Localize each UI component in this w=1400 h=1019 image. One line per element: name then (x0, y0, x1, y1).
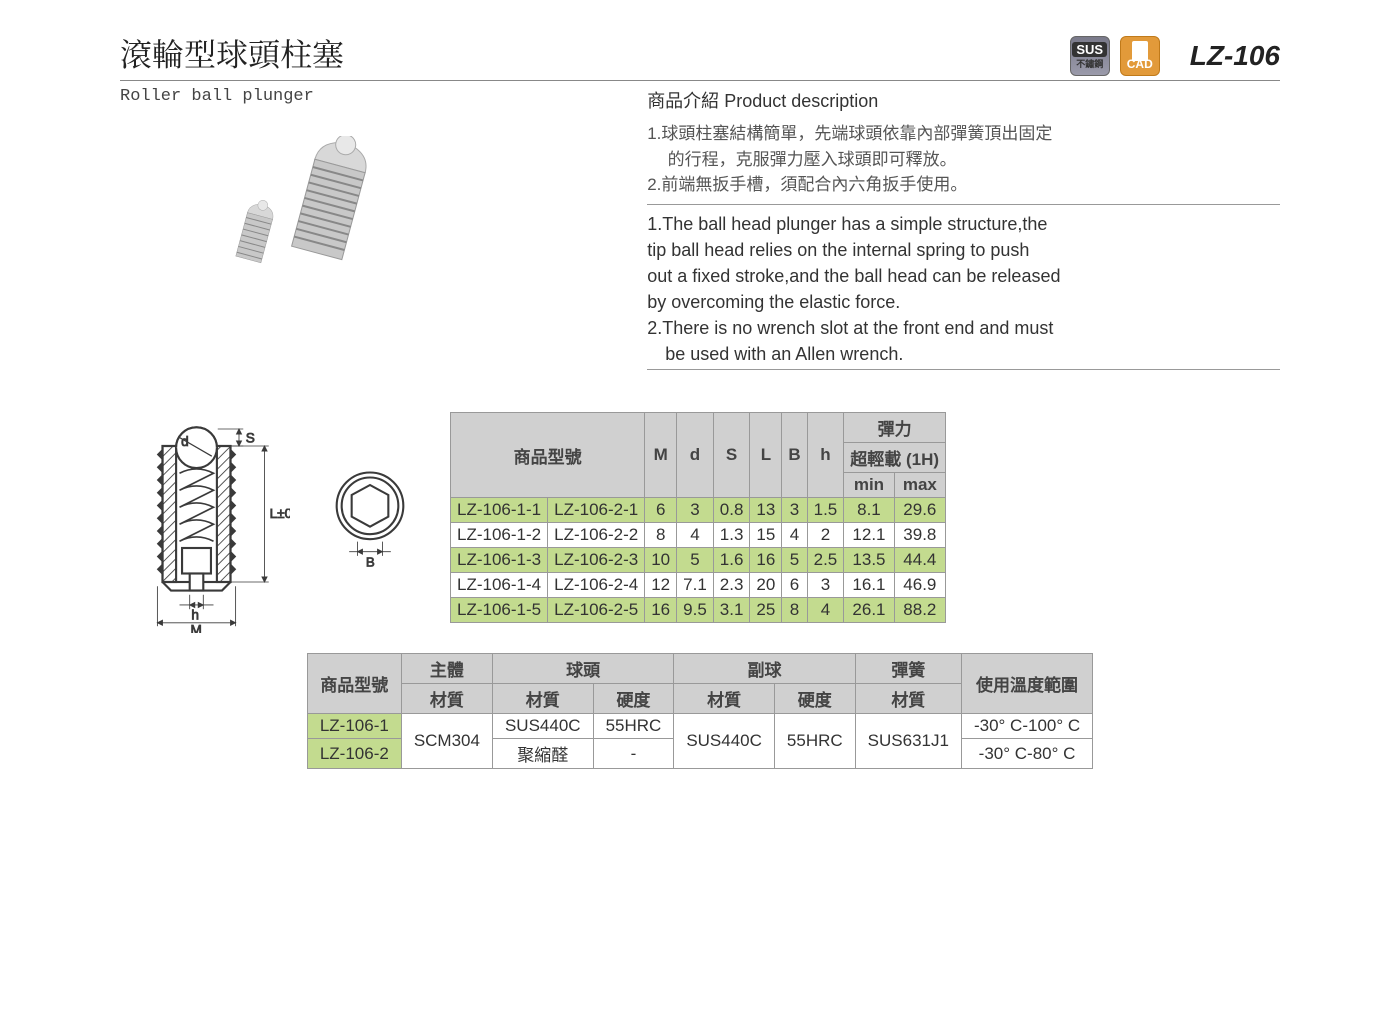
table-row: LZ-106-1-4LZ-106-2-4127.12.3206316.146.9 (451, 573, 946, 598)
svg-text:M: M (191, 623, 202, 633)
table-row: LZ-106-1-2LZ-106-2-2841.3154212.139.8 (451, 523, 946, 548)
product-photo (170, 136, 470, 316)
cad-badge-icon: CAD (1120, 36, 1160, 76)
desc-cn: 1.球頭柱塞結構簡單，先端球頭依靠內部彈簧頂出固定 的行程，克服彈力壓入球頭即可… (647, 121, 1280, 198)
th-model: 商品型號 (451, 413, 645, 498)
svg-text:h: h (191, 607, 199, 622)
page-header: 滾輪型球頭柱塞 SUS 不鏽鋼 CAD LZ-106 (120, 30, 1280, 81)
desc-heading: 商品介紹 Product description (647, 87, 1280, 113)
svg-text:B: B (366, 555, 375, 570)
svg-text:L±0.2: L±0.2 (270, 506, 290, 521)
cross-section-diagram: d S L±0.2 h M (120, 412, 290, 633)
title-cn: 滾輪型球頭柱塞 (120, 30, 344, 76)
header-right: SUS 不鏽鋼 CAD LZ-106 (1070, 36, 1280, 76)
desc-en: 1.The ball head plunger has a simple str… (647, 211, 1280, 371)
subtitle-row: Roller ball plunger (120, 87, 1280, 372)
description-block: 商品介紹 Product description 1.球頭柱塞結構簡單，先端球頭… (647, 87, 1280, 372)
table-row: LZ-106-1-5LZ-106-2-5169.53.1258426.188.2 (451, 598, 946, 623)
table-row: LZ-106-1-3LZ-106-2-31051.61652.513.544.4 (451, 548, 946, 573)
table-row: LZ-106-1SCM304SUS440C55HRCSUS440C55HRCSU… (307, 714, 1092, 739)
material-table: 商品型號 主體 球頭 副球 彈簧 使用溫度範圍 材質 材質 硬度 材質 硬度 材… (307, 653, 1093, 769)
spec-table: 商品型號 M d S L B h 彈力 超輕載 (1H) min max LZ-… (450, 412, 946, 623)
subtitle-en: Roller ball plunger (120, 87, 607, 106)
svg-text:S: S (246, 431, 255, 446)
front-view-diagram: B (320, 460, 420, 585)
diagram-area: d S L±0.2 h M (120, 412, 420, 633)
svg-text:d: d (181, 434, 189, 449)
table-row: LZ-106-1-1LZ-106-2-1630.81331.58.129.6 (451, 498, 946, 523)
mid-row: d S L±0.2 h M (120, 412, 1280, 633)
sus-badge-icon: SUS 不鏽鋼 (1070, 36, 1110, 76)
product-code: LZ-106 (1190, 40, 1280, 72)
